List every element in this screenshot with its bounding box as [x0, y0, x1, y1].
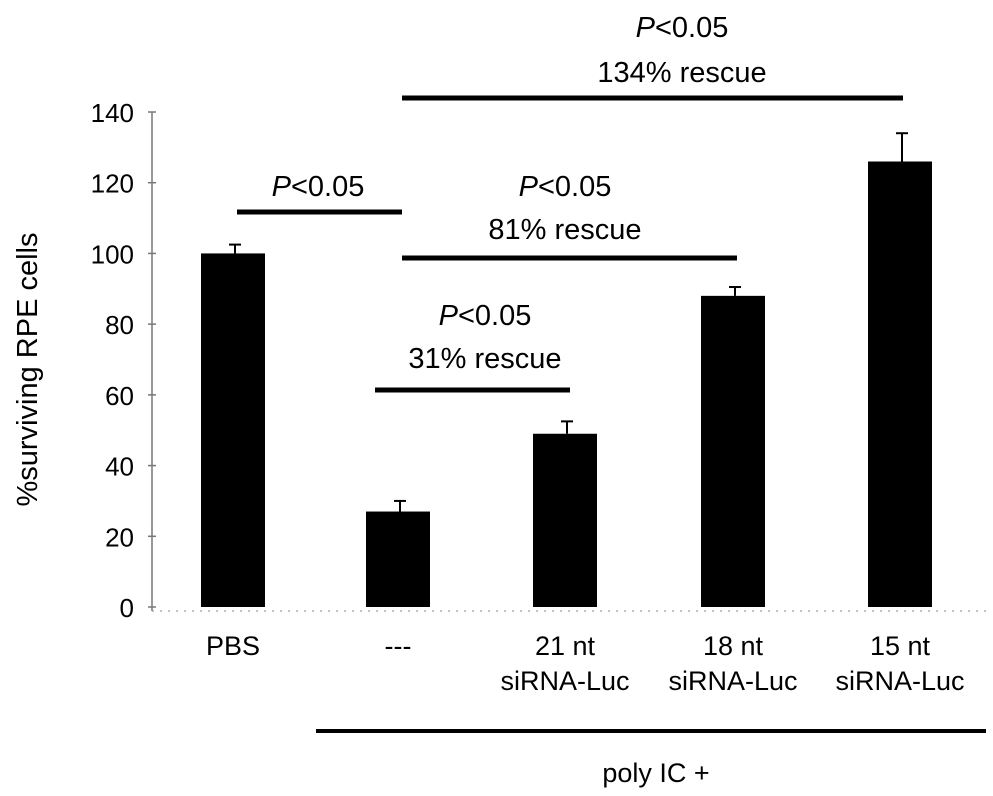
p-value-label: P<0.05 — [519, 171, 612, 203]
x-tick-label: 15 nt siRNA-Luc — [835, 631, 964, 696]
y-tick-label: 60 — [105, 381, 134, 411]
y-tick-label: 140 — [91, 98, 134, 128]
bar — [868, 161, 932, 607]
p-value-label: P<0.05 — [439, 300, 532, 332]
bar — [366, 511, 430, 607]
rescue-label: 81% rescue — [488, 214, 641, 246]
y-tick-label: 40 — [105, 452, 134, 482]
y-tick-label: 100 — [91, 239, 134, 269]
bar — [533, 433, 597, 607]
x-tick-label: PBS — [206, 631, 260, 661]
x-tick-label: 18 nt siRNA-Luc — [668, 631, 797, 696]
rescue-label: 134% rescue — [597, 57, 766, 89]
rescue-label: 31% rescue — [408, 343, 561, 375]
bar — [701, 295, 765, 607]
y-axis-label: %surviving RPE cells — [12, 233, 44, 507]
p-value-label: P<0.05 — [636, 12, 729, 44]
y-tick-label: 80 — [105, 310, 134, 340]
group-label: poly IC + — [602, 758, 709, 788]
y-tick-label: 120 — [91, 169, 134, 199]
y-tick-label: 20 — [105, 522, 134, 552]
y-tick-label: 0 — [120, 593, 134, 623]
x-tick-label: --- — [385, 631, 412, 661]
x-tick-label: 21 nt siRNA-Luc — [500, 631, 629, 696]
bar — [201, 253, 265, 607]
p-value-label: P<0.05 — [272, 171, 365, 203]
